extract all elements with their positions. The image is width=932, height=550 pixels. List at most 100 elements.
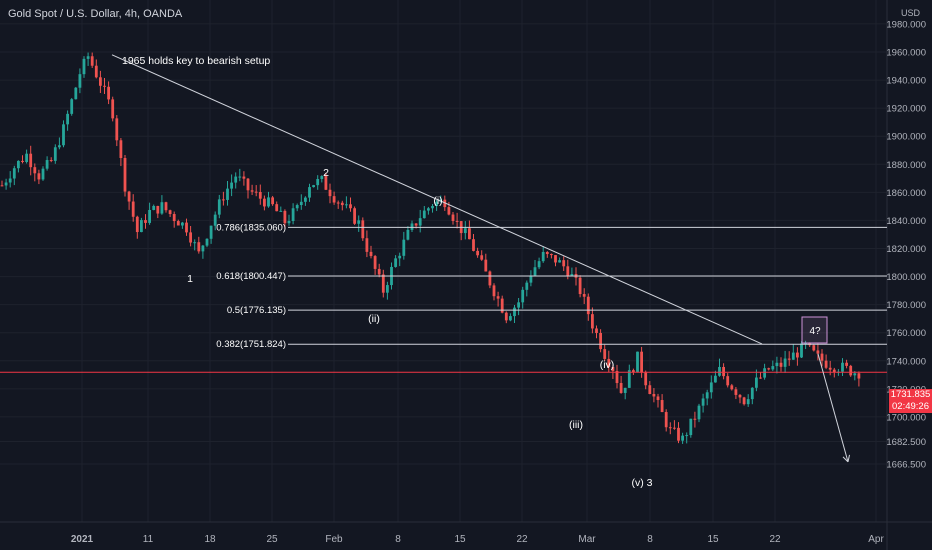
y-tick-label: 1840.000	[886, 216, 926, 227]
x-tick-label: Mar	[578, 534, 596, 545]
candle-body	[570, 274, 574, 276]
candle-body	[771, 366, 775, 370]
y-tick-label: 1666.500	[886, 459, 926, 470]
candle-body	[722, 366, 725, 377]
candle-body	[705, 392, 709, 399]
wave-label: 2	[323, 167, 329, 179]
candle-body	[369, 251, 373, 257]
fib-level-label: 0.382(1751.824)	[216, 339, 286, 350]
candle-body	[168, 210, 172, 215]
candle-body	[447, 207, 451, 215]
candle-body	[718, 366, 721, 376]
candle-body	[209, 225, 213, 239]
wave-label: (ii)	[368, 313, 380, 325]
candle-body	[504, 312, 508, 321]
candle-body	[435, 201, 438, 206]
candle-body	[107, 86, 110, 100]
candle-body	[119, 140, 123, 159]
last-price-value: 1731.835	[890, 389, 931, 400]
candle-body	[644, 372, 648, 386]
candle-body	[66, 113, 69, 125]
candle-body	[697, 405, 701, 420]
candle-body	[677, 427, 680, 441]
candle-body	[381, 274, 385, 293]
candle-body	[525, 282, 529, 290]
y-tick-label: 1940.000	[886, 76, 926, 87]
y-tick-label: 1682.500	[886, 437, 926, 448]
y-tick-label: 1960.000	[886, 48, 926, 59]
candle-body	[213, 214, 217, 226]
candle-body	[197, 242, 201, 252]
candle-body	[652, 394, 656, 397]
candle-body	[857, 373, 861, 379]
candle-body	[742, 397, 746, 405]
candle-body	[730, 385, 734, 390]
candle-body	[500, 298, 504, 313]
candle-body	[488, 271, 492, 286]
candle-body	[94, 65, 98, 78]
candle-body	[271, 197, 274, 205]
candle-body	[74, 87, 78, 100]
candle-body	[796, 352, 799, 358]
candle-body	[619, 383, 623, 393]
candle-body	[660, 400, 664, 413]
candle-body	[746, 399, 750, 405]
candle-body	[664, 412, 668, 428]
candle-body	[800, 343, 803, 358]
candle-body	[648, 385, 652, 395]
candle-body	[554, 255, 557, 263]
candle-body	[328, 189, 332, 197]
candle-body	[357, 220, 361, 224]
candle-body	[451, 214, 455, 221]
candle-body	[283, 210, 287, 224]
x-tick-label: 11	[143, 534, 154, 545]
candle-body	[21, 160, 24, 163]
candle-body	[275, 204, 279, 212]
candle-body	[541, 251, 545, 262]
candle-body	[636, 351, 639, 373]
candle-body	[414, 223, 418, 226]
candle-body	[750, 387, 754, 400]
candle-body	[17, 160, 20, 169]
candle-body	[693, 418, 697, 420]
fib-levels	[288, 226, 887, 345]
candle-body	[148, 209, 151, 223]
candle-body	[62, 124, 65, 146]
candle-body	[689, 418, 693, 436]
last-price-badge: 1731.835 02:49:26	[889, 389, 932, 413]
candle-body	[779, 362, 783, 367]
candle-body	[193, 242, 197, 244]
candle-body	[49, 160, 53, 162]
candle-body	[234, 176, 238, 183]
candle-body	[189, 232, 192, 243]
candle-body	[849, 365, 853, 376]
candle-body	[53, 147, 57, 161]
candle-body	[160, 202, 164, 214]
candle-body	[349, 204, 352, 209]
y-tick-label: 1760.000	[886, 328, 926, 339]
grid-lines	[0, 0, 887, 522]
candle-body	[377, 268, 381, 275]
candle-body	[111, 99, 115, 119]
fib-level-label: 0.786(1835.060)	[216, 222, 286, 233]
candle-body	[529, 275, 533, 283]
candle-body	[632, 370, 635, 373]
candle-body	[205, 238, 209, 246]
currency-label: USD	[900, 8, 920, 18]
candle-body	[394, 258, 397, 267]
candle-body	[345, 204, 348, 206]
candle-body	[78, 74, 82, 88]
candle-body	[841, 362, 844, 372]
candle-body	[279, 210, 283, 212]
x-tick-label: Feb	[325, 534, 343, 545]
x-tick-label: 2021	[71, 534, 94, 545]
candle-body	[263, 198, 266, 207]
fib-level-label: 0.618(1800.447)	[216, 271, 286, 282]
candle-body	[103, 85, 106, 87]
candle-body	[287, 220, 291, 224]
candle-body	[238, 176, 242, 178]
wave-label: (iii)	[569, 419, 583, 431]
candle-body	[140, 220, 143, 233]
x-tick-label: 15	[454, 534, 466, 545]
